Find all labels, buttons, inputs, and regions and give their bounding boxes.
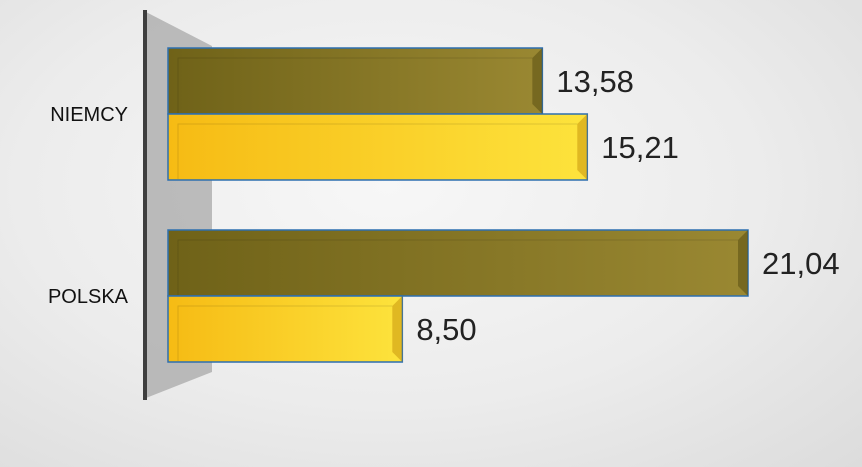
bar-polska-series-2 [167,295,404,363]
category-label-polska: POLSKA [48,286,129,308]
bar-niemcy-series-1 [167,47,544,115]
value-label-polska-series-1: 21,04 [762,246,840,281]
value-label-niemcy-series-1: 13,58 [556,64,634,99]
bar-polska-series-1 [167,229,749,297]
value-label-niemcy-series-2: 15,21 [601,130,679,165]
category-label-niemcy: NIEMCY [50,104,128,126]
bar-niemcy-series-2 [167,113,589,181]
value-label-polska-series-2: 8,50 [416,312,476,347]
